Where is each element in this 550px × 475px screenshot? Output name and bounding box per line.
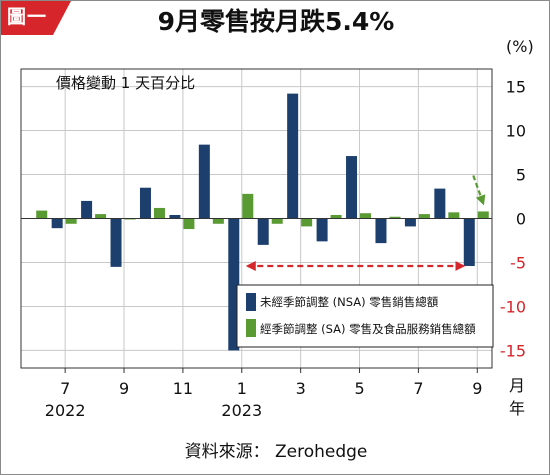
x-axis-unit-month: 月 (509, 376, 525, 395)
year-label: 2023 (221, 401, 262, 420)
badge-background (1, 1, 71, 35)
x-tick-label: 7 (60, 379, 70, 398)
bar-sa (153, 207, 165, 219)
x-tick-label: 3 (296, 379, 306, 398)
badge (1, 1, 71, 35)
bar-sa (448, 212, 460, 219)
bar-nsa (375, 218, 387, 244)
green-dashed-arrow (472, 175, 486, 206)
y-tick-label: 0 (516, 210, 526, 229)
y-tick-label: 10 (506, 122, 526, 141)
bar-nsa (51, 218, 63, 229)
y-tick-label: -5 (510, 253, 526, 272)
legend-swatch-nsa (246, 293, 256, 311)
bar-sa (418, 214, 430, 219)
bar-sa (271, 218, 283, 224)
x-axis-unit-year: 年 (509, 399, 525, 418)
bar-nsa (81, 200, 93, 219)
chart-subtitle: 價格變動 1 天百分比 (56, 74, 195, 92)
legend: 未經季節調整 (NSA) 零售銷售總額 經季節調整 (SA) 零售及食品服務銷售… (236, 284, 494, 348)
x-tick-label: 1 (237, 379, 247, 398)
bar-sa (65, 218, 77, 224)
bar-nsa (463, 218, 475, 266)
bar-nsa (287, 93, 299, 219)
y-tick-label: 15 (506, 78, 526, 97)
y-tick-label: 5 (516, 166, 526, 185)
bar-nsa (434, 188, 446, 219)
x-tick-label: 7 (413, 379, 423, 398)
bar-nsa (169, 214, 181, 219)
x-tick-label: 9 (119, 379, 129, 398)
bar-nsa (110, 218, 122, 267)
legend-box (236, 284, 494, 348)
bar-sa (330, 214, 342, 219)
annotations (245, 175, 486, 271)
legend-label-nsa: 未經季節調整 (NSA) 零售銷售總額 (260, 295, 439, 309)
x-tick-label: 11 (173, 379, 193, 398)
bar-sa (360, 213, 372, 219)
bar-nsa (346, 156, 358, 219)
axes (20, 68, 493, 373)
bars (36, 93, 489, 351)
badge-label: 圖一 (7, 6, 48, 28)
bar-nsa (404, 218, 416, 227)
y-tick-label: -15 (500, 341, 526, 360)
bar-nsa (198, 144, 210, 219)
bar-sa (477, 211, 489, 219)
bar-sa (242, 193, 254, 219)
bar-nsa (139, 187, 151, 219)
bar-sa (95, 214, 107, 219)
x-tick-label: 5 (354, 379, 364, 398)
legend-swatch-sa (246, 319, 256, 337)
y-tick-label: -10 (500, 297, 526, 316)
bar-sa (212, 218, 224, 224)
y-axis-unit: (%) (506, 37, 534, 56)
bar-sa (183, 218, 195, 230)
chart-title: 9月零售按月跌5.4% (157, 7, 395, 36)
source-note: 資料來源： Zerohedge (184, 442, 368, 462)
year-label: 2022 (45, 401, 86, 420)
bar-sa (36, 210, 48, 219)
bar-sa (389, 216, 401, 219)
x-tick-label: 9 (472, 379, 482, 398)
bar-nsa (257, 218, 269, 245)
legend-label-sa: 經季節調整 (SA) 零售及食品服務銷售總額 (260, 322, 476, 336)
bar-nsa (316, 218, 328, 242)
bar-sa (301, 218, 313, 227)
bar-nsa (228, 218, 240, 351)
